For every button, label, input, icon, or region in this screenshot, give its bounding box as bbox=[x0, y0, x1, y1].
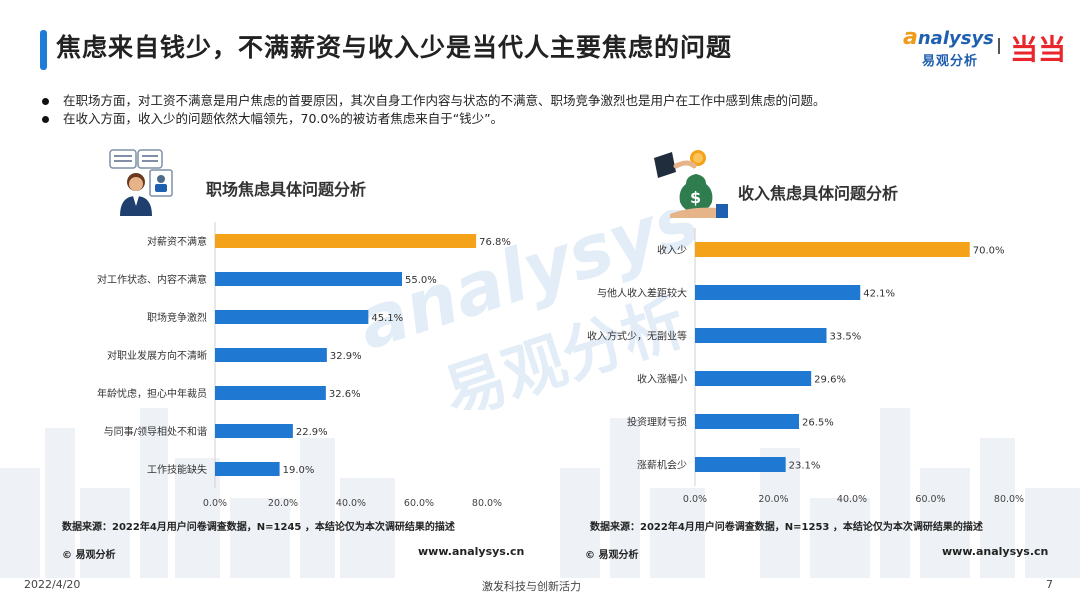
x-tick-label: 60.0% bbox=[915, 494, 945, 505]
bar bbox=[215, 462, 280, 476]
bar bbox=[215, 424, 293, 438]
value-label: 23.1% bbox=[789, 461, 821, 472]
bar bbox=[695, 285, 861, 300]
chart-income-anxiety: 收入少 70.0% 与他人收入差距较大 42.1% 收入方式少，无副业等 33.5% 收入涨… bbox=[587, 228, 1024, 505]
x-tick-label: 40.0% bbox=[336, 498, 366, 509]
value-label: 70.0% bbox=[973, 246, 1005, 257]
x-tick-label: 60.0% bbox=[404, 498, 434, 509]
chart-title-workplace: 职场焦虑具体问题分析 bbox=[206, 180, 367, 199]
source-note-left: 数据来源：2022年4月用户问卷调查数据，N=1245 ，本结论仅为本次调研结果… bbox=[62, 522, 455, 533]
bar bbox=[695, 328, 827, 343]
x-tick-label: 20.0% bbox=[268, 498, 298, 509]
category-label: 对职业发展方向不清晰 bbox=[107, 349, 207, 362]
dangdang-logo: 当当 bbox=[1010, 33, 1067, 66]
bullet-dot-icon bbox=[42, 116, 49, 123]
analysys-logo: analysys bbox=[903, 25, 994, 50]
bullet-item: 在收入方面，收入少的问题依然大幅领先，70.0%的被访者焦虑来自于“钱少”。 bbox=[42, 110, 826, 128]
website-link-right[interactable]: www.analysys.cn bbox=[942, 545, 1049, 558]
website-link-left[interactable]: www.analysys.cn bbox=[418, 545, 525, 558]
bar bbox=[215, 386, 326, 400]
source-note-right: 数据来源：2022年4月用户问卷调查数据，N=1253 ，本结论仅为本次调研结果… bbox=[590, 522, 983, 533]
category-label: 收入方式少，无副业等 bbox=[587, 330, 687, 343]
value-label: 32.6% bbox=[329, 389, 361, 400]
x-tick-label: 0.0% bbox=[683, 494, 707, 505]
category-label: 涨薪机会少 bbox=[637, 459, 687, 472]
value-label: 32.9% bbox=[330, 351, 362, 362]
x-tick-label: 20.0% bbox=[758, 494, 788, 505]
chart-workplace-anxiety: 对薪资不满意 76.8% 对工作状态、内容不满意 55.0% 职场竞争激烈 45.1% 对职… bbox=[97, 222, 511, 509]
value-label: 22.9% bbox=[296, 427, 328, 438]
svg-text:$: $ bbox=[690, 188, 701, 207]
bar bbox=[215, 272, 402, 286]
office-worker-icon bbox=[109, 149, 173, 216]
value-label: 42.1% bbox=[863, 289, 895, 300]
x-tick-label: 40.0% bbox=[837, 494, 867, 505]
bullet-item: 在职场方面，对工资不满意是用户焦虑的首要原因，其次自身工作内容与状态的不满意、职… bbox=[42, 92, 826, 110]
chart-title-income: 收入焦虑具体问题分析 bbox=[738, 184, 899, 203]
category-label: 与同事/领导相处不和谐 bbox=[104, 425, 207, 438]
category-label: 收入少 bbox=[657, 244, 687, 257]
bullet-dot-icon bbox=[42, 98, 49, 105]
page-number: 7 bbox=[1046, 578, 1053, 591]
summary-bullets: 在职场方面，对工资不满意是用户焦虑的首要原因，其次自身工作内容与状态的不满意、职… bbox=[42, 92, 826, 128]
bar bbox=[695, 457, 786, 472]
money-bag-icon: $ bbox=[654, 150, 728, 218]
bar bbox=[215, 348, 327, 362]
category-label: 与他人收入差距较大 bbox=[597, 287, 687, 300]
category-label: 对工作状态、内容不满意 bbox=[97, 273, 207, 286]
value-label: 55.0% bbox=[405, 275, 437, 286]
x-tick-label: 0.0% bbox=[203, 498, 227, 509]
analysys-logo-cn: 易观分析 bbox=[922, 54, 979, 69]
value-label: 29.6% bbox=[814, 375, 846, 386]
bar bbox=[695, 414, 800, 429]
value-label: 76.8% bbox=[479, 237, 511, 248]
logo-separator bbox=[998, 38, 1000, 54]
category-label: 对薪资不满意 bbox=[147, 235, 207, 248]
category-label: 年龄忧虑，担心中年裁员 bbox=[97, 387, 207, 400]
value-label: 33.5% bbox=[829, 332, 861, 343]
category-label: 职场竞争激烈 bbox=[147, 311, 207, 324]
bar bbox=[215, 310, 369, 324]
bar bbox=[695, 242, 970, 257]
page-title: 焦虑来自钱少，不满薪资与收入少是当代人主要焦虑的问题 bbox=[56, 33, 733, 62]
footer-date: 2022/4/20 bbox=[24, 578, 81, 591]
value-label: 19.0% bbox=[283, 465, 315, 476]
category-label: 收入涨幅小 bbox=[637, 373, 687, 386]
value-label: 26.5% bbox=[802, 418, 834, 429]
footer-slogan: 激发科技与创新活力 bbox=[482, 580, 581, 593]
value-label: 45.1% bbox=[371, 313, 403, 324]
category-label: 投资理财亏损 bbox=[627, 416, 687, 429]
background-skyline bbox=[0, 408, 1080, 578]
copyright-left: © 易观分析 bbox=[62, 550, 116, 561]
title-accent-bar bbox=[40, 30, 47, 70]
x-tick-label: 80.0% bbox=[994, 494, 1024, 505]
bar bbox=[695, 371, 812, 386]
bar bbox=[215, 234, 477, 248]
copyright-right: © 易观分析 bbox=[585, 550, 639, 561]
x-tick-label: 80.0% bbox=[472, 498, 502, 509]
category-label: 工作技能缺失 bbox=[147, 463, 207, 476]
